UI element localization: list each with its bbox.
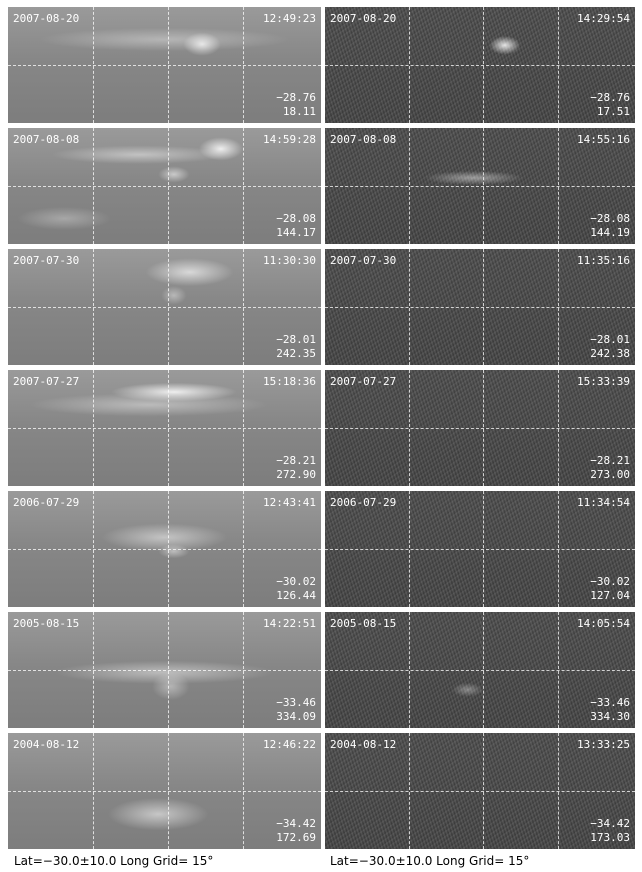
date-label: 2004-08-12 bbox=[13, 738, 80, 751]
time-label: 14:22:51 bbox=[263, 617, 316, 630]
latitude-label: −33.46 bbox=[276, 696, 316, 709]
date-label: 2005-08-15 bbox=[330, 617, 397, 630]
longitude-label: 18.11 bbox=[282, 105, 316, 118]
latitude-grid-line bbox=[8, 670, 321, 671]
caption-left: Lat=−30.0±10.0 Long Grid= 15° bbox=[14, 854, 214, 868]
panel-left-row-3: 2007-07-30 11:30:30 −28.01 242.35 bbox=[8, 249, 321, 365]
latitude-label: −30.02 bbox=[276, 575, 316, 588]
panel-right-row-2: 2007-08-08 14:55:16 −28.08 144.19 bbox=[325, 128, 635, 244]
longitude-label: 334.09 bbox=[276, 710, 316, 723]
time-label: 12:49:23 bbox=[263, 12, 316, 25]
longitude-label: 273.00 bbox=[590, 468, 630, 481]
date-label: 2005-08-15 bbox=[13, 617, 80, 630]
latitude-label: −28.76 bbox=[590, 91, 630, 104]
time-label: 12:46:22 bbox=[263, 738, 316, 751]
time-label: 15:33:39 bbox=[577, 375, 630, 388]
time-label: 11:34:54 bbox=[577, 496, 630, 509]
caption-right: Lat=−30.0±10.0 Long Grid= 15° bbox=[330, 854, 530, 868]
latitude-grid-line bbox=[325, 428, 635, 429]
date-label: 2007-08-20 bbox=[13, 12, 80, 25]
latitude-label: −28.21 bbox=[590, 454, 630, 467]
latitude-label: −28.21 bbox=[276, 454, 316, 467]
date-label: 2007-07-27 bbox=[13, 375, 80, 388]
longitude-label: 127.04 bbox=[590, 589, 630, 602]
panel-left-row-4: 2007-07-27 15:18:36 −28.21 272.90 bbox=[8, 370, 321, 486]
time-label: 14:05:54 bbox=[577, 617, 630, 630]
latitude-label: −34.42 bbox=[276, 817, 316, 830]
latitude-label: −28.01 bbox=[590, 333, 630, 346]
panel-right-row-6: 2005-08-15 14:05:54 −33.46 334.30 bbox=[325, 612, 635, 728]
longitude-label: 334.30 bbox=[590, 710, 630, 723]
panel-right-row-3: 2007-07-30 11:35:16 −28.01 242.38 bbox=[325, 249, 635, 365]
time-label: 14:59:28 bbox=[263, 133, 316, 146]
date-label: 2007-08-08 bbox=[330, 133, 397, 146]
latitude-grid-line bbox=[8, 186, 321, 187]
latitude-label: −28.08 bbox=[276, 212, 316, 225]
time-label: 11:30:30 bbox=[263, 254, 316, 267]
latitude-grid-line bbox=[325, 670, 635, 671]
latitude-label: −30.02 bbox=[590, 575, 630, 588]
date-label: 2006-07-29 bbox=[330, 496, 397, 509]
latitude-grid-line bbox=[8, 549, 321, 550]
longitude-label: 242.35 bbox=[276, 347, 316, 360]
time-label: 11:35:16 bbox=[577, 254, 630, 267]
date-label: 2004-08-12 bbox=[330, 738, 397, 751]
time-label: 12:43:41 bbox=[263, 496, 316, 509]
longitude-label: 242.38 bbox=[590, 347, 630, 360]
date-label: 2007-08-20 bbox=[330, 12, 397, 25]
latitude-label: −28.76 bbox=[276, 91, 316, 104]
date-label: 2006-07-29 bbox=[13, 496, 80, 509]
date-label: 2007-07-30 bbox=[330, 254, 397, 267]
longitude-label: 144.17 bbox=[276, 226, 316, 239]
longitude-label: 126.44 bbox=[276, 589, 316, 602]
latitude-grid-line bbox=[325, 307, 635, 308]
latitude-label: −28.08 bbox=[590, 212, 630, 225]
time-label: 14:29:54 bbox=[577, 12, 630, 25]
latitude-grid-line bbox=[325, 186, 635, 187]
panel-left-row-5: 2006-07-29 12:43:41 −30.02 126.44 bbox=[8, 491, 321, 607]
time-label: 13:33:25 bbox=[577, 738, 630, 751]
latitude-grid-line bbox=[325, 65, 635, 66]
longitude-label: 17.51 bbox=[596, 105, 630, 118]
date-label: 2007-07-30 bbox=[13, 254, 80, 267]
longitude-label: 144.19 bbox=[590, 226, 630, 239]
panel-right-row-4: 2007-07-27 15:33:39 −28.21 273.00 bbox=[325, 370, 635, 486]
panel-left-row-6: 2005-08-15 14:22:51 −33.46 334.09 bbox=[8, 612, 321, 728]
time-label: 15:18:36 bbox=[263, 375, 316, 388]
longitude-label: 272.90 bbox=[276, 468, 316, 481]
latitude-grid-line bbox=[8, 65, 321, 66]
panel-right-row-1: 2007-08-20 14:29:54 −28.76 17.51 bbox=[325, 7, 635, 123]
latitude-grid-line bbox=[8, 307, 321, 308]
panel-right-row-7: 2004-08-12 13:33:25 −34.42 173.03 bbox=[325, 733, 635, 849]
longitude-label: 172.69 bbox=[276, 831, 316, 844]
latitude-label: −28.01 bbox=[276, 333, 316, 346]
date-label: 2007-08-08 bbox=[13, 133, 80, 146]
panel-left-row-1: 2007-08-20 12:49:23 −28.76 18.11 bbox=[8, 7, 321, 123]
date-label: 2007-07-27 bbox=[330, 375, 397, 388]
time-label: 14:55:16 bbox=[577, 133, 630, 146]
longitude-label: 173.03 bbox=[590, 831, 630, 844]
latitude-grid-line bbox=[325, 791, 635, 792]
panel-left-row-2: 2007-08-08 14:59:28 −28.08 144.17 bbox=[8, 128, 321, 244]
latitude-grid-line bbox=[8, 428, 321, 429]
panel-left-row-7: 2004-08-12 12:46:22 −34.42 172.69 bbox=[8, 733, 321, 849]
latitude-label: −34.42 bbox=[590, 817, 630, 830]
latitude-label: −33.46 bbox=[590, 696, 630, 709]
latitude-grid-line bbox=[325, 549, 635, 550]
latitude-grid-line bbox=[8, 791, 321, 792]
panel-right-row-5: 2006-07-29 11:34:54 −30.02 127.04 bbox=[325, 491, 635, 607]
